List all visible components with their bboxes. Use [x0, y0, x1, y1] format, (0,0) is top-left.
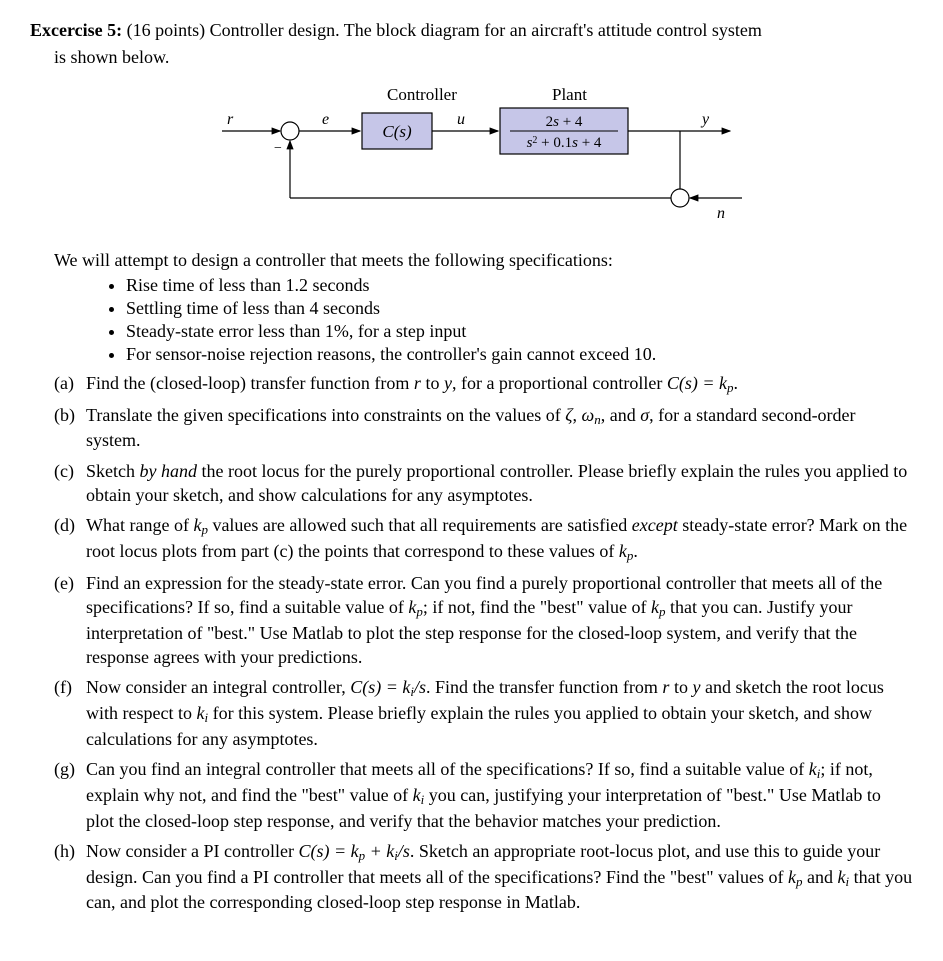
spec-item: Rise time of less than 1.2 seconds: [126, 275, 913, 296]
plant-denominator: s2 + 0.1s + 4: [526, 135, 601, 151]
spec-item: Steady-state error less than 1%, for a s…: [126, 321, 913, 342]
signal-u: u: [457, 111, 465, 128]
part-c: (c) Sketch by hand the root locus for th…: [54, 459, 913, 508]
part-label: (g): [54, 757, 86, 833]
part-f: (f) Now consider an integral controller,…: [54, 675, 913, 751]
sum-minus: −: [274, 141, 282, 156]
exercise-continuation: is shown below.: [54, 47, 913, 68]
label-controller: Controller: [387, 86, 457, 104]
part-label: (d): [54, 513, 86, 564]
part-body: Now consider an integral controller, C(s…: [86, 675, 913, 751]
exercise-label: Excercise 5:: [30, 20, 122, 40]
spec-item: For sensor-noise rejection reasons, the …: [126, 344, 913, 365]
signal-e: e: [322, 111, 329, 128]
signal-y: y: [700, 111, 710, 128]
part-label: (b): [54, 403, 86, 453]
block-diagram: Controller Plant r − e C(s) u 2s + 4 s2 …: [30, 86, 913, 226]
sum-junction: [281, 122, 299, 140]
part-label: (e): [54, 571, 86, 670]
part-g: (g) Can you find an integral controller …: [54, 757, 913, 833]
part-b: (b) Translate the given specifications i…: [54, 403, 913, 453]
exercise-title: Controller design. The block diagram for…: [210, 20, 762, 40]
part-body: Translate the given specifications into …: [86, 403, 913, 453]
controller-text: C(s): [382, 122, 412, 141]
spec-intro: We will attempt to design a controller t…: [54, 250, 913, 271]
noise-sum: [671, 189, 689, 207]
part-label: (a): [54, 371, 86, 397]
part-e: (e) Find an expression for the steady-st…: [54, 571, 913, 670]
label-plant: Plant: [552, 86, 587, 104]
exercise-header: Excercise 5: (16 points) Controller desi…: [30, 20, 913, 41]
part-label: (c): [54, 459, 86, 508]
part-body: Can you find an integral controller that…: [86, 757, 913, 833]
part-body: Find the (closed-loop) transfer function…: [86, 371, 913, 397]
signal-n: n: [717, 205, 725, 222]
part-d: (d) What range of kp values are allowed …: [54, 513, 913, 564]
signal-r: r: [227, 111, 234, 128]
parts-list: (a) Find the (closed-loop) transfer func…: [54, 371, 913, 915]
part-body: Find an expression for the steady-state …: [86, 571, 913, 670]
part-body: What range of kp values are allowed such…: [86, 513, 913, 564]
part-label: (h): [54, 839, 86, 915]
part-h: (h) Now consider a PI controller C(s) = …: [54, 839, 913, 915]
plant-numerator: 2s + 4: [545, 114, 582, 130]
part-a: (a) Find the (closed-loop) transfer func…: [54, 371, 913, 397]
spec-list: Rise time of less than 1.2 seconds Settl…: [86, 275, 913, 365]
part-label: (f): [54, 675, 86, 751]
part-body: Sketch by hand the root locus for the pu…: [86, 459, 913, 508]
spec-item: Settling time of less than 4 seconds: [126, 298, 913, 319]
exercise-points: (16 points): [127, 20, 206, 40]
part-body: Now consider a PI controller C(s) = kp +…: [86, 839, 913, 915]
